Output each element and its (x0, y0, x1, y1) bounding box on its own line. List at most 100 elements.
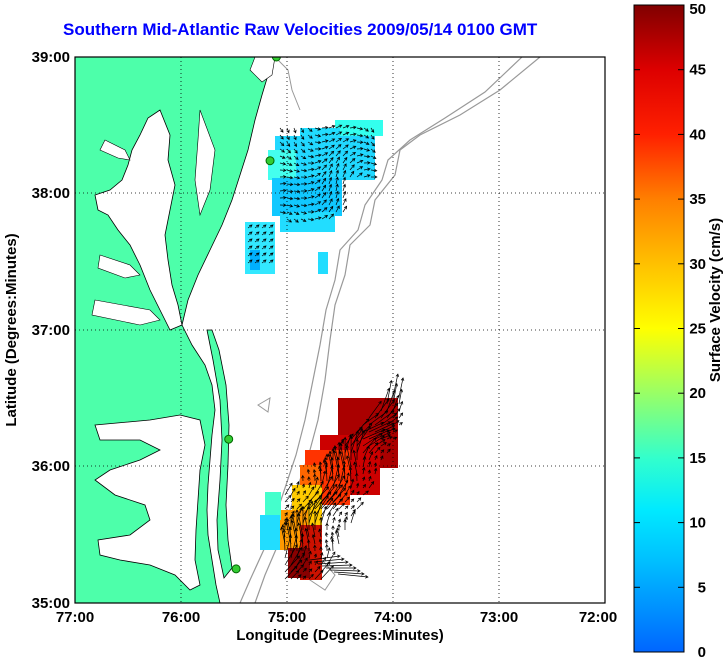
velocity-arrow (356, 127, 364, 131)
velocity-arrow (328, 156, 334, 164)
velocity-arrow (319, 516, 323, 531)
velocity-arrow (286, 148, 291, 154)
velocity-arrow (286, 211, 293, 215)
velocity-arrow (335, 162, 340, 171)
velocity-arrow (308, 573, 314, 580)
velocity-arrow (344, 505, 349, 510)
velocity-arrow (386, 379, 393, 405)
velocity-arrow (290, 570, 300, 580)
velocity-arrow (342, 460, 346, 482)
velocity-arrow (342, 138, 350, 143)
colorbar-label: Surface Velocity (cm/s) (707, 218, 724, 382)
velocity-arrow (374, 446, 381, 454)
velocity-arrow (337, 573, 369, 579)
velocity-arrow (307, 134, 313, 139)
velocity-arrow (288, 526, 292, 552)
velocity-arrow (328, 125, 336, 129)
velocity-arrow (268, 231, 274, 236)
velocity-arrow (348, 466, 353, 482)
x-tick-label: 76:00 (162, 609, 200, 626)
velocity-arrow (333, 571, 365, 576)
velocity-arrow (320, 475, 333, 496)
grid-lines (75, 57, 605, 603)
velocity-arrow (308, 550, 312, 559)
velocity-arrow (307, 217, 315, 222)
velocity-arrow (345, 444, 352, 468)
velocity-arrow (338, 492, 348, 503)
velocity-arrow (308, 486, 315, 496)
velocity-arrow (342, 205, 348, 213)
velocity-arrow (293, 162, 300, 166)
velocity-arrow (307, 161, 315, 165)
velocity-arrow (306, 539, 311, 552)
velocity-arrow (293, 189, 301, 194)
velocity-arrow (307, 195, 315, 199)
velocity-arrow (342, 163, 347, 171)
velocity-arrow (268, 259, 274, 264)
velocity-arrow (356, 166, 364, 171)
velocity-arrow (321, 164, 328, 171)
velocity-arrow (363, 167, 371, 172)
velocity-arrow (344, 472, 350, 489)
velocity-arrow (294, 527, 298, 552)
velocity-arrow (349, 132, 357, 137)
velocity-arrow (311, 534, 316, 545)
velocity-arrow (355, 438, 359, 461)
velocity-arrow (307, 174, 315, 178)
y-tick-label: 38:00 (32, 185, 70, 202)
velocity-arrow (293, 127, 297, 134)
velocity-arrow (320, 483, 338, 503)
colorbar-tick-label: 45 (689, 62, 706, 79)
velocity-arrow (321, 563, 353, 567)
velocity-arrow (314, 172, 321, 178)
velocity-arrow (300, 168, 308, 173)
velocity-arrow (286, 204, 294, 208)
velocity-arrow (307, 181, 315, 185)
y-tick-label: 36:00 (32, 458, 70, 475)
velocity-arrow (302, 545, 308, 559)
velocity-arrow (296, 574, 302, 580)
velocity-arrow (300, 134, 305, 140)
velocity-arrow (318, 461, 323, 468)
velocity-arrow (398, 422, 403, 426)
velocity-arrow (338, 511, 343, 517)
velocity-arrow (318, 528, 322, 538)
velocity-arrow (328, 183, 333, 192)
velocity-arrow (279, 141, 285, 147)
velocity-arrow (355, 472, 359, 482)
velocity-arrow (279, 148, 286, 153)
velocity-arrow (302, 575, 307, 580)
velocity-arrow (300, 211, 308, 215)
colorbar-tick-label: 0 (698, 644, 706, 659)
velocity-arrow (362, 483, 367, 489)
y-tick-labels: 39:00 38:00 37:00 36:00 35:00 (32, 49, 70, 612)
y-tick-label: 37:00 (32, 322, 70, 339)
velocity-arrow (356, 133, 364, 138)
velocity-arrow (350, 428, 363, 447)
velocity-arrow (321, 207, 328, 213)
velocity-arrow (326, 551, 336, 566)
velocity-arrow (392, 394, 400, 412)
velocity-arrow (328, 150, 335, 157)
velocity-arrow (307, 127, 313, 132)
pamlico-sound (94, 414, 206, 591)
velocity-arrow (356, 153, 364, 157)
velocity-arrow (328, 131, 336, 136)
velocity-arrow (293, 196, 301, 201)
velocity-arrow (307, 154, 315, 159)
velocity-arrow (247, 238, 253, 243)
velocity-arrow (342, 169, 347, 178)
velocity-arrow (293, 211, 300, 215)
velocity-arrow (296, 564, 304, 573)
velocity-arrow (313, 510, 317, 531)
velocity-arrow (311, 522, 316, 538)
velocity-arrow (254, 245, 260, 250)
velocity-arrow (386, 443, 391, 447)
velocity-arrow (314, 495, 329, 517)
velocity-arrow (342, 124, 350, 129)
y-axis-label: Latitude (Degrees:Minutes) (3, 233, 20, 426)
velocity-arrow (328, 176, 333, 185)
velocity-arrow (300, 162, 307, 166)
velocity-arrow (293, 141, 297, 148)
velocity-arrow (338, 502, 345, 510)
